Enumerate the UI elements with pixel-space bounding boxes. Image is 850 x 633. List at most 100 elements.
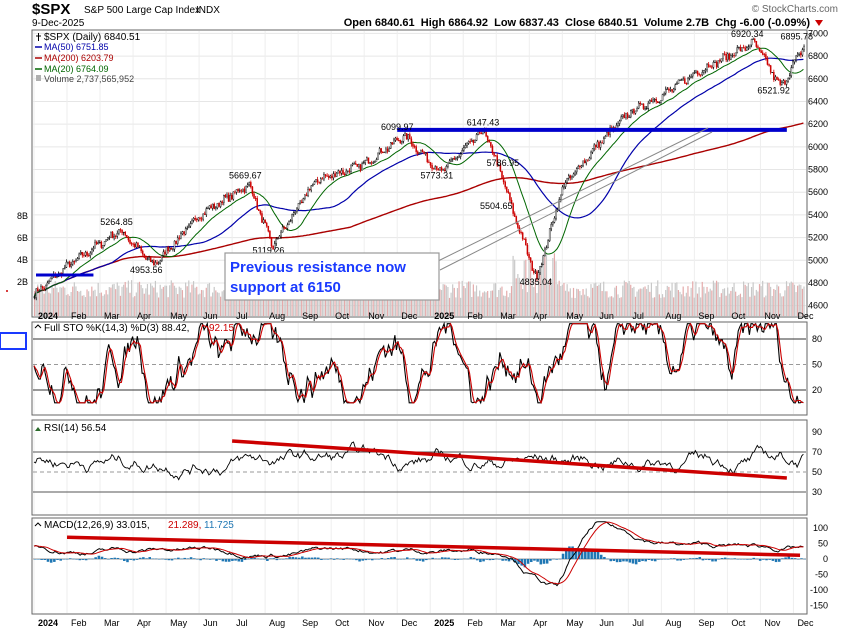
volume-bar <box>595 282 597 316</box>
candle-body <box>706 64 708 70</box>
candle-body <box>544 248 546 256</box>
candle-body <box>86 252 88 256</box>
ma50-line <box>33 57 804 298</box>
volume-bar <box>591 287 594 316</box>
macd-hist-bar <box>390 557 393 559</box>
candle-body <box>717 60 719 68</box>
candle-body <box>33 297 36 299</box>
volume-bar <box>456 288 459 316</box>
candle-body <box>583 160 586 164</box>
volume-bar <box>472 284 474 316</box>
volume-bar <box>795 292 797 316</box>
volume-bar <box>638 289 640 316</box>
legend-ma200: MA(200) 6203.79 <box>44 53 114 63</box>
candle-body <box>48 281 50 284</box>
volume-bar <box>216 292 219 316</box>
volume-bar <box>299 292 301 316</box>
candle-body <box>388 148 390 152</box>
candle-body <box>754 38 756 42</box>
candle-body <box>132 243 134 245</box>
macd-hist-bar <box>704 559 708 560</box>
candle-body <box>709 66 712 68</box>
volume-tick-label: 8B <box>17 211 28 221</box>
price-tick-label: 5600 <box>808 187 828 197</box>
macd-hist-bar <box>231 559 234 561</box>
candle-body <box>591 148 594 153</box>
candle-body <box>315 179 317 182</box>
macd-hist-bar <box>539 559 543 565</box>
macd-hist-bar <box>428 558 431 560</box>
macd-hist-bar <box>164 559 167 560</box>
candle-body <box>704 69 707 71</box>
volume-bar <box>315 295 317 316</box>
candle-body <box>536 271 538 280</box>
candle-body <box>679 79 681 81</box>
candle-body <box>560 194 562 200</box>
volume-bar <box>150 283 152 316</box>
month-label-top: Sep <box>698 311 714 321</box>
volume-bar <box>458 281 460 316</box>
candle-body <box>577 166 580 169</box>
candle-body <box>701 72 704 76</box>
candle-body <box>391 142 394 145</box>
candle-body <box>798 52 801 55</box>
volume-bar <box>420 291 422 316</box>
macd-hist-bar <box>46 559 50 562</box>
candle-body <box>181 231 184 235</box>
candle-body <box>354 163 357 165</box>
macd-hist-bar <box>533 559 536 561</box>
candle-body <box>208 205 211 209</box>
volume-bar <box>789 283 791 316</box>
volume-bar <box>80 290 82 316</box>
candle-body <box>366 157 368 161</box>
macd-hist-bar <box>456 559 460 560</box>
volume-bar <box>563 283 565 316</box>
macd-hist-bar <box>762 559 765 560</box>
candle-body <box>687 78 689 85</box>
candle-body <box>693 72 696 74</box>
macd-hist-bar <box>320 559 323 560</box>
candle-body <box>194 218 196 220</box>
candle-body <box>413 146 416 148</box>
macd-hist-bar <box>281 559 285 560</box>
macd-hist-bar <box>571 546 574 559</box>
candle-body <box>122 232 125 234</box>
candle-body <box>89 252 92 257</box>
macd-hist-bar <box>355 559 358 561</box>
macd-hist-bar <box>358 559 361 562</box>
candle-body <box>335 172 338 177</box>
volume-bar <box>455 297 457 316</box>
volume-bar <box>297 296 300 316</box>
candle-body <box>79 251 82 255</box>
price-candles <box>33 37 805 301</box>
volume-bar <box>564 290 567 316</box>
volume-bar <box>348 297 350 316</box>
candle-body <box>595 144 597 148</box>
candle-body <box>434 166 436 170</box>
volume-bar <box>698 287 700 316</box>
volume-bar <box>510 286 513 316</box>
macd-hist-bar <box>587 549 590 559</box>
price-label: 4835.04 <box>520 277 553 287</box>
volume-bar <box>283 293 285 316</box>
volume-bar <box>453 287 455 316</box>
volume-bar <box>221 291 223 316</box>
candle-body <box>711 66 713 68</box>
volume-bar <box>747 282 749 316</box>
macd-hist-bar <box>269 558 272 559</box>
volume-bar <box>212 292 214 316</box>
volume-bar <box>291 297 293 316</box>
volume-bar <box>658 294 660 316</box>
price-tick-label: 5400 <box>808 210 828 220</box>
candle-body <box>83 254 85 256</box>
volume-bar <box>579 291 581 316</box>
candle-body <box>714 61 716 63</box>
macd-hist-bar <box>599 554 603 559</box>
candle-body <box>370 162 373 164</box>
macd-hist-bar <box>650 559 654 561</box>
candle-body <box>299 201 301 204</box>
macd-hist-bar <box>91 558 94 560</box>
volume-bar <box>601 291 603 316</box>
macd-hist-bar <box>278 559 282 560</box>
volume-bar <box>611 296 613 316</box>
